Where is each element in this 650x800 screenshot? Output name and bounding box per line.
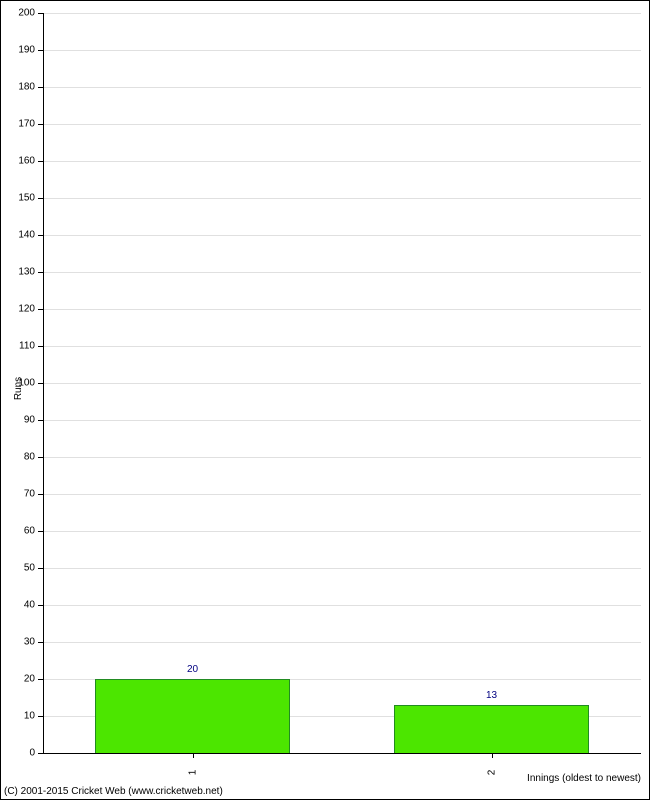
grid-line (43, 457, 641, 458)
grid-line (43, 87, 641, 88)
bar (95, 679, 289, 753)
y-tick-label: 190 (1, 45, 35, 56)
y-tick-label: 50 (1, 563, 35, 574)
chart-container: 2013010203040506070809010011012013014015… (0, 0, 650, 800)
x-axis (43, 753, 641, 754)
y-tick-label: 140 (1, 230, 35, 241)
bar-value-label: 20 (187, 664, 198, 675)
y-tick-label: 180 (1, 82, 35, 93)
grid-line (43, 235, 641, 236)
y-tick-label: 160 (1, 156, 35, 167)
y-tick-label: 70 (1, 489, 35, 500)
y-tick-label: 150 (1, 193, 35, 204)
y-tick-label: 170 (1, 119, 35, 130)
y-tick-label: 80 (1, 452, 35, 463)
y-axis-title: Runs (13, 377, 24, 400)
y-tick-label: 130 (1, 267, 35, 278)
grid-line (43, 346, 641, 347)
x-tick (193, 753, 194, 758)
y-tick-label: 10 (1, 711, 35, 722)
x-tick-label: 2 (486, 770, 497, 776)
y-tick-label: 40 (1, 600, 35, 611)
y-tick-label: 60 (1, 526, 35, 537)
bar-value-label: 13 (486, 690, 497, 701)
grid-line (43, 309, 641, 310)
grid-line (43, 124, 641, 125)
copyright-text: (C) 2001-2015 Cricket Web (www.cricketwe… (4, 786, 223, 797)
x-tick (492, 753, 493, 758)
grid-line (43, 383, 641, 384)
grid-line (43, 50, 641, 51)
y-tick-label: 20 (1, 674, 35, 685)
plot-area: 2013 (43, 13, 641, 753)
grid-line (43, 642, 641, 643)
grid-line (43, 198, 641, 199)
grid-line (43, 272, 641, 273)
y-tick-label: 200 (1, 8, 35, 19)
y-tick-label: 0 (1, 748, 35, 759)
grid-line (43, 605, 641, 606)
y-tick-label: 110 (1, 341, 35, 352)
y-axis (43, 13, 44, 753)
grid-line (43, 161, 641, 162)
x-axis-title: Innings (oldest to newest) (527, 773, 641, 784)
y-tick-label: 30 (1, 637, 35, 648)
grid-line (43, 420, 641, 421)
grid-line (43, 568, 641, 569)
y-tick-label: 90 (1, 415, 35, 426)
x-tick-label: 1 (187, 770, 198, 776)
grid-line (43, 531, 641, 532)
grid-line (43, 13, 641, 14)
grid-line (43, 494, 641, 495)
y-tick-label: 120 (1, 304, 35, 315)
bar (394, 705, 588, 753)
